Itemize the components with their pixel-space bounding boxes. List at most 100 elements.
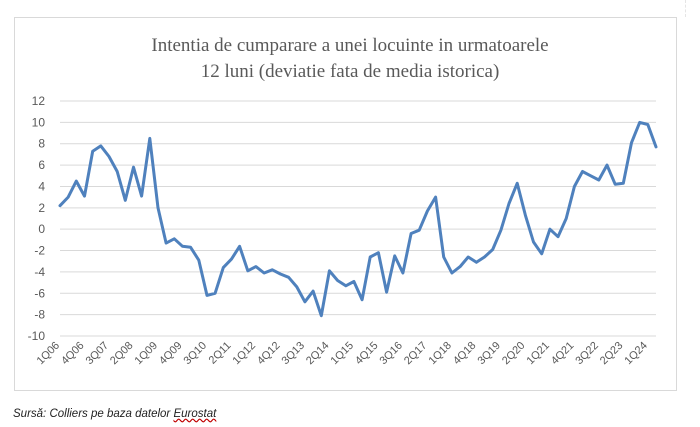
y-tick-label: 8 [38,137,45,151]
data-point [597,179,600,182]
x-tick-label: 1Q09 [133,340,161,368]
y-tick-label: -6 [34,286,45,300]
x-tick-label: 4Q15 [353,340,381,368]
data-point [442,255,445,258]
data-point [516,182,519,185]
x-tick-label: 1Q12 [231,340,259,368]
data-point [205,294,208,297]
chart-title-line-2: 12 luni (deviatie fata de media istorica… [200,61,500,82]
data-point [59,204,62,207]
data-point [483,255,486,258]
data-point [540,252,543,255]
x-tick-label: 4Q12 [255,340,283,368]
x-tick-label: 1Q24 [622,340,650,368]
data-point [450,271,453,274]
data-point [606,164,609,167]
x-tick-label: 4Q18 [451,340,479,368]
x-tick-label: 2Q23 [598,340,626,368]
x-tick-label: 2Q08 [108,340,136,368]
data-point [385,291,388,294]
data-point [491,248,494,251]
data-point [581,170,584,173]
data-point [214,292,217,295]
y-tick-label: 4 [38,179,45,193]
data-point [418,229,421,232]
data-point [197,259,200,262]
data-point [328,269,331,272]
data-point [246,269,249,272]
data-point [287,276,290,279]
data-point [165,242,168,245]
x-tick-label: 4Q09 [157,340,185,368]
x-tick-label: 1Q21 [524,340,552,368]
chart-title: Intentia de cumparare a unei locuinte in… [40,33,660,85]
x-tick-label: 1Q18 [426,340,454,368]
y-tick-label: 12 [32,94,46,108]
y-tick-label: 0 [38,222,45,236]
data-point [222,266,225,269]
data-point [352,280,355,283]
data-point [614,183,617,186]
data-point [303,300,306,303]
data-point [279,273,282,276]
data-point [295,285,298,288]
data-point [548,228,551,231]
x-tick-label: 2Q14 [304,340,332,368]
data-point [91,150,94,153]
data-point [508,202,511,205]
y-tick-label: -4 [34,265,45,279]
data-point [156,206,159,209]
data-point [336,279,339,282]
series-line [58,120,658,318]
data-point [148,137,151,140]
data-point [589,174,592,177]
data-point [410,232,413,235]
data-point [83,195,86,198]
data-point [189,246,192,249]
source-text: Colliers pe baza datelor [49,408,174,420]
x-tick-label: 3Q10 [182,340,210,368]
data-point [173,237,176,240]
data-point [67,196,70,199]
data-point [263,271,266,274]
data-point [426,210,429,213]
source-prefix: Sursă: [13,408,50,420]
y-tick-label: -8 [34,308,45,322]
data-point [434,196,437,199]
data-point [271,268,274,271]
data-point [75,180,78,183]
data-point [99,144,102,147]
x-tick-label: 1Q06 [35,340,63,368]
data-point [524,214,527,217]
data-point [361,298,364,301]
data-point [532,241,535,244]
line-chart: 12 10 8 6 4 2 0 -2 -4 -6 -8 -101Q064Q063Q072Q081Q09… [28,94,658,368]
x-tick-label: 2Q17 [402,340,430,368]
data-point [254,265,257,268]
data-point [467,255,470,258]
data-point [238,245,241,248]
data-point [393,254,396,257]
x-tick-label: 4Q06 [59,340,87,368]
data-point [369,255,372,258]
data-point [320,314,323,317]
data-point [646,123,649,126]
y-tick-label: -10 [28,329,46,343]
data-point [630,141,633,144]
y-tick-label: 10 [32,115,46,129]
data-point [655,145,658,148]
data-point [140,195,143,198]
data-point [132,166,135,169]
data-point [557,235,560,238]
x-tick-label: 4Q21 [549,340,577,368]
document-edge [685,0,686,17]
data-point [475,261,478,264]
y-tick-label: -2 [34,244,45,258]
data-point [573,185,576,188]
data-point [107,155,110,158]
source-eurostat: Eurostat [173,408,217,420]
x-tick-label: 2Q20 [500,340,528,368]
data-point [499,229,502,232]
y-tick-label: 6 [38,158,45,172]
x-tick-label: 2Q11 [207,340,234,367]
